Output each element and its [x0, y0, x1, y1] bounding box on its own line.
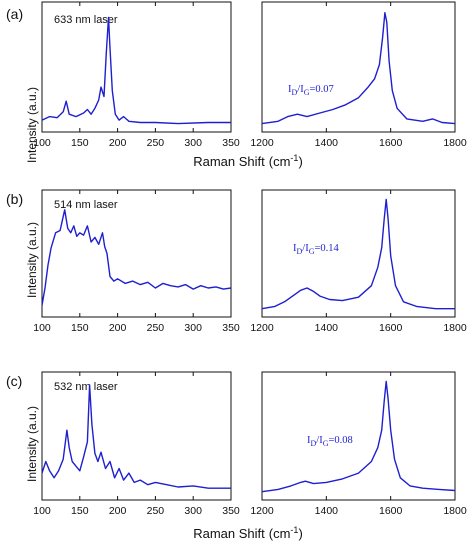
ratio-slash-i: /I — [302, 243, 309, 254]
x-tick-label: 100 — [33, 322, 51, 334]
x-tick-label: 1400 — [315, 322, 339, 334]
x-tick-label: 1400 — [315, 137, 339, 149]
x-axis-unit-exp: -1 — [290, 525, 298, 535]
x-tick-label: 250 — [147, 322, 165, 334]
x-tick-label: 250 — [147, 505, 165, 517]
plot-c-right: ID/IG=0.08 1200 1400 1600 1800 — [250, 371, 467, 517]
laser-label-b: 514 nm laser — [54, 199, 118, 211]
ratio-i: I — [288, 84, 292, 95]
x-tick-label: 1600 — [379, 322, 403, 334]
panel-label-c: (c) — [6, 373, 22, 389]
spectrum-line — [41, 384, 231, 489]
plot-frame — [261, 371, 456, 501]
plot-frame — [41, 189, 232, 318]
x-tick-label: 1800 — [443, 505, 467, 517]
x-axis-label-a: Raman Shift (cm-1) — [193, 153, 303, 169]
x-tick-label: 350 — [222, 137, 240, 149]
x-axis-unit-close: ) — [298, 154, 302, 169]
laser-label-a: 633 nm laser — [54, 14, 118, 26]
laser-label-c: 532 nm laser — [54, 381, 118, 393]
y-axis-label-c: Intensity (a.u.) — [25, 406, 39, 482]
x-tick-label: 1600 — [379, 505, 403, 517]
x-tick-label: 1200 — [250, 505, 274, 517]
ratio-sub-d: D — [292, 88, 298, 97]
x-axis-unit: (cm — [269, 154, 291, 169]
plot-a-right: ID/IG=0.07 1200 1400 1600 1800 — [250, 1, 467, 149]
x-tick-label: 100 — [33, 505, 51, 517]
x-tick-label: 1400 — [315, 505, 339, 517]
x-tick-label: 300 — [184, 137, 202, 149]
ratio-value: =0.08 — [328, 435, 352, 446]
x-tick-label: 150 — [71, 322, 89, 334]
x-axis-label-c: Raman Shift (cm-1) — [193, 525, 303, 541]
spectrum-line — [261, 12, 456, 125]
panel-label-b: (b) — [6, 191, 23, 207]
ratio-value: =0.07 — [309, 84, 333, 95]
plot-a-left: 633 nm laser 100 150 200 250 300 350 — [33, 1, 240, 149]
x-tick-label: 200 — [109, 322, 127, 334]
x-tick-label: 100 — [33, 137, 51, 149]
plot-c-left: 532 nm laser 100 150 200 250 300 350 — [33, 371, 240, 517]
ratio-label-c: ID/IG=0.08 — [307, 435, 353, 448]
x-tick-label: 1200 — [250, 137, 274, 149]
ratio-value: =0.14 — [314, 243, 339, 254]
ratio-label-a: ID/IG=0.07 — [288, 84, 334, 97]
plot-frame — [261, 1, 456, 133]
x-tick-label: 200 — [109, 505, 127, 517]
x-tick-label: 250 — [147, 137, 165, 149]
x-tick-label: 1800 — [443, 322, 467, 334]
ratio-sub-g: G — [309, 247, 315, 256]
plot-b-right: ID/IG=0.14 1200 1400 1600 1800 — [250, 189, 467, 334]
x-tick-label: 350 — [222, 322, 240, 334]
y-axis-label-a: Intensity (a.u.) — [25, 87, 39, 163]
plot-frame — [41, 371, 232, 501]
ratio-label-b: ID/IG=0.14 — [293, 243, 340, 256]
spectrum-line — [261, 198, 455, 310]
ratio-i: I — [293, 243, 297, 254]
spectrum-line — [41, 16, 231, 125]
x-axis-unit: (cm — [269, 526, 291, 541]
plot-frame — [261, 189, 456, 318]
ratio-slash-i: /I — [297, 84, 304, 95]
x-tick-label: 1200 — [250, 322, 274, 334]
x-axis-unit-exp: -1 — [290, 153, 298, 163]
x-tick-label: 350 — [222, 505, 240, 517]
ratio-sub-g: G — [304, 88, 310, 97]
ratio-i: I — [307, 435, 311, 446]
x-tick-label: 200 — [109, 137, 127, 149]
x-tick-label: 300 — [184, 505, 202, 517]
x-tick-label: 1800 — [443, 137, 467, 149]
ratio-sub-d: D — [297, 247, 303, 256]
x-tick-label: 150 — [71, 137, 89, 149]
x-tick-label: 150 — [71, 505, 89, 517]
x-tick-label: 1600 — [379, 137, 403, 149]
plot-frame — [41, 1, 232, 133]
ratio-slash-i: /I — [316, 435, 323, 446]
plot-b-left: 514 nm laser 100 150 200 250 300 350 — [33, 189, 240, 334]
x-axis-label-text: Raman Shift — [193, 526, 265, 541]
panel-label-a: (a) — [6, 6, 23, 22]
x-axis-label-text: Raman Shift — [193, 154, 265, 169]
x-axis-unit-close: ) — [298, 526, 302, 541]
x-tick-label: 300 — [184, 322, 202, 334]
ratio-sub-d: D — [311, 439, 317, 448]
spectrum-line — [41, 209, 232, 306]
ratio-sub-g: G — [323, 439, 329, 448]
y-axis-label-b: Intensity (a.u.) — [25, 222, 39, 298]
spectrum-line — [261, 380, 456, 493]
